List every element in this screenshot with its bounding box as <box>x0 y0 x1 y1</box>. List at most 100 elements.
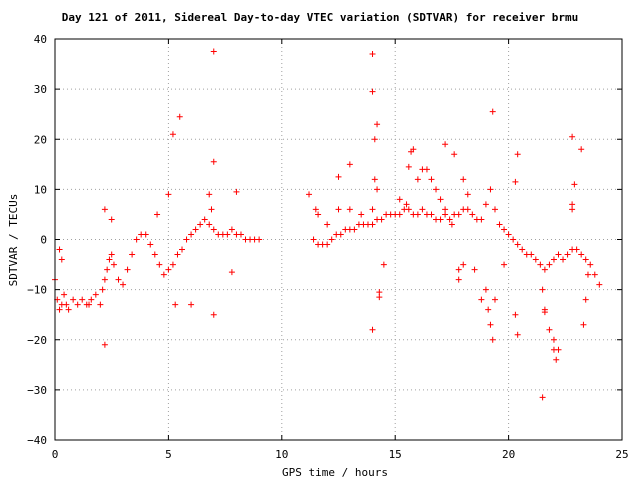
data-point <box>210 226 217 233</box>
data-point <box>442 206 449 213</box>
data-point <box>79 296 86 303</box>
data-point <box>582 296 589 303</box>
x-tick-label: 5 <box>165 448 172 461</box>
data-point <box>455 211 462 218</box>
data-point <box>537 261 544 268</box>
data-point <box>496 221 503 228</box>
data-point <box>423 166 430 173</box>
data-point <box>324 221 331 228</box>
data-point <box>555 346 562 353</box>
tick-layer <box>54 38 623 441</box>
data-point <box>58 256 65 263</box>
y-tick-label: 40 <box>34 33 47 46</box>
data-point <box>99 286 106 293</box>
data-point <box>351 226 358 233</box>
data-point <box>376 294 383 301</box>
data-point <box>224 231 231 238</box>
data-point <box>169 261 176 268</box>
data-point <box>539 286 546 293</box>
data-point <box>464 191 471 198</box>
data-point <box>192 226 199 233</box>
data-point <box>512 178 519 185</box>
data-point <box>433 186 440 193</box>
data-point <box>442 211 449 218</box>
data-point <box>120 281 127 288</box>
grid-layer <box>55 39 622 440</box>
data-point <box>464 206 471 213</box>
data-point <box>315 211 322 218</box>
data-point <box>555 251 562 258</box>
data-point <box>101 341 108 348</box>
data-point <box>448 221 455 228</box>
data-point <box>101 276 108 283</box>
data-point <box>571 181 578 188</box>
data-point <box>142 231 149 238</box>
data-point <box>374 121 381 128</box>
data-point <box>582 256 589 263</box>
data-point <box>188 231 195 238</box>
y-tick-label: 0 <box>40 234 47 247</box>
data-point <box>532 256 539 263</box>
data-point <box>471 266 478 273</box>
data-point <box>396 211 403 218</box>
data-point <box>501 226 508 233</box>
data-point <box>501 261 508 268</box>
data-point <box>154 211 161 218</box>
data-point <box>172 301 179 308</box>
data-point <box>183 236 190 243</box>
data-point <box>491 296 498 303</box>
data-point <box>369 51 376 58</box>
data-point <box>86 301 93 308</box>
y-tick-label: −30 <box>27 384 47 397</box>
data-point <box>210 48 217 55</box>
data-point <box>560 256 567 263</box>
data-point <box>482 201 489 208</box>
data-point <box>376 289 383 296</box>
data-point <box>580 321 587 328</box>
tick-label-layer: 0 5 10 15 20 25 −40 −30 −20 −10 0 10 20 30 40 <box>27 33 629 461</box>
y-tick-label: 30 <box>34 83 47 96</box>
data-point <box>369 326 376 333</box>
data-point <box>335 173 342 180</box>
data-points-layer <box>52 48 603 401</box>
data-point <box>306 191 313 198</box>
data-point <box>371 176 378 183</box>
data-point <box>369 88 376 95</box>
data-point <box>541 266 548 273</box>
data-point <box>115 276 122 283</box>
data-point <box>108 216 115 223</box>
data-point <box>451 151 458 158</box>
data-point <box>528 251 535 258</box>
data-point <box>487 321 494 328</box>
data-point <box>188 301 195 308</box>
y-tick-label: 20 <box>34 133 47 146</box>
data-point <box>489 108 496 115</box>
data-point <box>446 216 453 223</box>
y-tick-label: −20 <box>27 334 47 347</box>
data-point <box>491 206 498 213</box>
data-point <box>201 216 208 223</box>
data-point <box>514 151 521 158</box>
data-point <box>70 296 77 303</box>
data-point <box>160 271 167 278</box>
x-tick-label: 20 <box>502 448 515 461</box>
data-point <box>512 311 519 318</box>
data-point <box>487 186 494 193</box>
data-point <box>101 206 108 213</box>
data-point <box>510 236 517 243</box>
data-point <box>208 206 215 213</box>
data-point <box>88 296 95 303</box>
data-point <box>553 356 560 363</box>
data-point <box>460 176 467 183</box>
data-point <box>380 261 387 268</box>
data-point <box>550 336 557 343</box>
y-tick-label: −40 <box>27 434 47 447</box>
data-point <box>405 163 412 170</box>
data-point <box>369 221 376 228</box>
data-point <box>56 306 63 313</box>
data-point <box>124 266 131 273</box>
data-point <box>228 269 235 276</box>
data-point <box>147 241 154 248</box>
data-point <box>210 158 217 165</box>
